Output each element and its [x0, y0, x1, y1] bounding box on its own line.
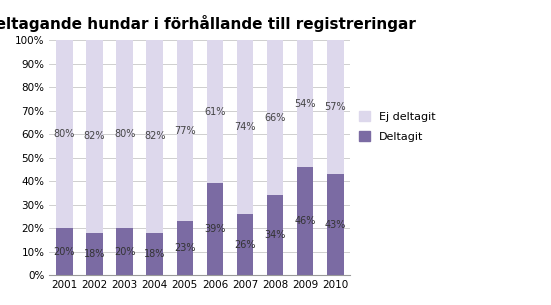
- Bar: [237, 214, 253, 275]
- Text: 20%: 20%: [114, 247, 136, 257]
- Text: 61%: 61%: [204, 107, 225, 117]
- Bar: [176, 40, 193, 221]
- Legend: Ej deltagit, Deltagit: Ej deltagit, Deltagit: [359, 111, 435, 142]
- Bar: [147, 40, 163, 233]
- Text: 82%: 82%: [144, 131, 165, 142]
- Text: 74%: 74%: [234, 122, 256, 132]
- Text: 54%: 54%: [294, 99, 316, 109]
- Text: 43%: 43%: [325, 220, 346, 230]
- Text: 80%: 80%: [54, 129, 75, 139]
- Text: 18%: 18%: [144, 249, 165, 259]
- Bar: [237, 40, 253, 214]
- Text: 82%: 82%: [84, 131, 105, 142]
- Bar: [56, 228, 73, 275]
- Text: 34%: 34%: [264, 230, 286, 240]
- Text: 26%: 26%: [234, 240, 256, 249]
- Text: 57%: 57%: [325, 102, 346, 112]
- Text: 77%: 77%: [174, 126, 196, 136]
- Text: 39%: 39%: [204, 224, 225, 234]
- Bar: [267, 40, 283, 195]
- Text: 80%: 80%: [114, 129, 136, 139]
- Bar: [207, 184, 223, 275]
- Bar: [327, 174, 344, 275]
- Bar: [297, 40, 314, 167]
- Bar: [327, 40, 344, 174]
- Text: 23%: 23%: [174, 243, 196, 253]
- Bar: [116, 40, 133, 228]
- Bar: [297, 167, 314, 275]
- Bar: [147, 233, 163, 275]
- Bar: [87, 40, 103, 233]
- Bar: [116, 228, 133, 275]
- Bar: [267, 195, 283, 275]
- Text: 66%: 66%: [264, 113, 286, 123]
- Bar: [56, 40, 73, 228]
- Text: 46%: 46%: [295, 216, 316, 226]
- Bar: [87, 233, 103, 275]
- Bar: [176, 221, 193, 275]
- Title: Deltagande hundar i förhållande till registreringar: Deltagande hundar i förhållande till reg…: [0, 15, 417, 32]
- Bar: [207, 40, 223, 184]
- Text: 18%: 18%: [84, 249, 105, 259]
- Text: 20%: 20%: [53, 247, 75, 257]
